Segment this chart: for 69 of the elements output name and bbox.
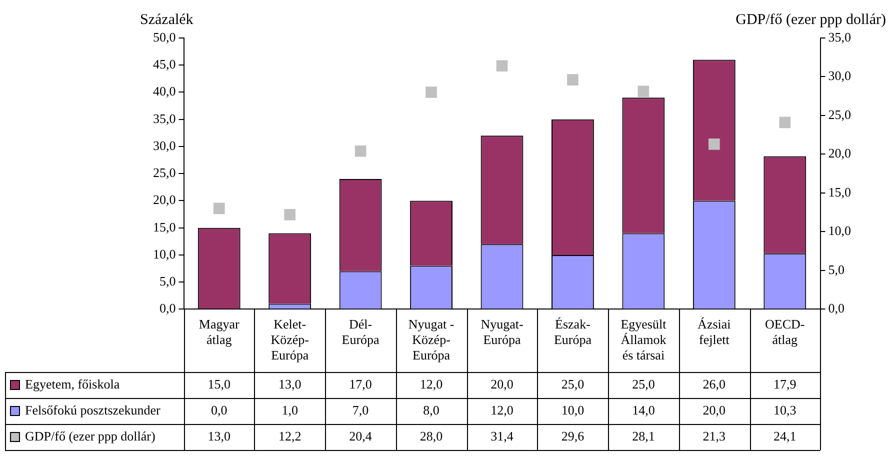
y-tick-label: 5,0 [160,274,176,288]
point [638,86,650,98]
data-label: 17,9 [774,376,796,392]
data-label: 12,2 [278,428,302,444]
y-tick-label: 30,0 [153,138,176,153]
y2-tick-label: 5,0 [828,262,844,277]
data-label: 1,0 [282,402,298,418]
data-label: 7,0 [352,402,369,418]
data-label: 14,0 [632,402,655,418]
y2-tick-label: 25,0 [828,106,851,122]
x-tick-label: Nyugat - Közép-Európa [408,316,454,363]
data-label: 0,0 [210,402,228,418]
point [426,86,437,98]
data-label: 26,0 [702,376,726,392]
x-tick-label: Egyesült Államok és társai [620,316,667,363]
y2-tick-label: 0,0 [828,300,844,316]
data-label: 25,0 [561,376,584,392]
data-label: 20,0 [702,402,726,418]
data-label: 29,6 [561,428,585,444]
y-tick-label: 40,0 [153,84,176,99]
data-label: 13,0 [278,376,302,392]
point [567,74,578,86]
y-tick-label: 10,0 [153,246,176,262]
x-tick-label: Kelet-Közép-Európa [270,316,309,363]
legend-label: Egyetem, főiskola [25,376,120,392]
y2-tick-label: 35,0 [828,29,851,44]
x-tick-label: Magyar átlag [198,316,240,348]
point [354,145,366,157]
legend-label: Felsőfokú posztszekunder [25,402,162,418]
x-tick-label: Ázsiai fejlett [698,316,732,348]
point [213,202,225,214]
data-label: 20,0 [490,376,514,392]
y2-tick-label: 20,0 [828,146,851,161]
y-tick-label: 20,0 [153,192,176,208]
data-label: 8,0 [423,402,440,418]
data-label: 31,4 [490,428,514,444]
data-label: 10,0 [561,402,584,418]
data-label: 28,0 [420,428,443,444]
data-label: 13,0 [208,428,230,444]
point [708,138,720,150]
point [779,116,791,128]
data-label: 15,0 [208,376,230,392]
y2-axis-title: GDP/fő (ezer ppp dollár) [736,12,886,28]
x-tick-label: OECD-átlag [765,316,805,348]
legend-label: GDP/fő (ezer ppp dollár) [25,428,156,444]
point [496,60,508,72]
data-label: 28,1 [632,428,655,444]
data-label: 25,0 [632,376,655,392]
y-axis-title: Százalék [140,12,194,28]
data-label: 24,1 [774,428,796,444]
y-tick-label: 45,0 [153,56,176,72]
data-label: 12,0 [420,376,443,392]
y2-tick-label: 10,0 [828,223,851,238]
x-tick-label: Dél-Európa [342,316,380,348]
x-tick-label: Nyugat-Európa [480,316,524,348]
x-tick-label: Észak-Európa [554,316,592,348]
data-label: 12,0 [490,402,514,418]
y-tick-label: 25,0 [153,165,176,180]
y-tick-label: 0,0 [160,300,176,316]
y-tick-label: 15,0 [153,219,176,234]
data-label: 21,3 [702,428,726,444]
point [284,209,296,220]
data-label: 10,3 [774,402,796,418]
data-label: 17,0 [349,376,372,392]
y-tick-label: 35,0 [153,110,176,126]
data-label: 20,4 [349,428,372,444]
y2-tick-label: 30,0 [828,68,851,84]
y-tick-label: 50,0 [153,29,176,44]
y2-tick-label: 15,0 [828,184,851,200]
